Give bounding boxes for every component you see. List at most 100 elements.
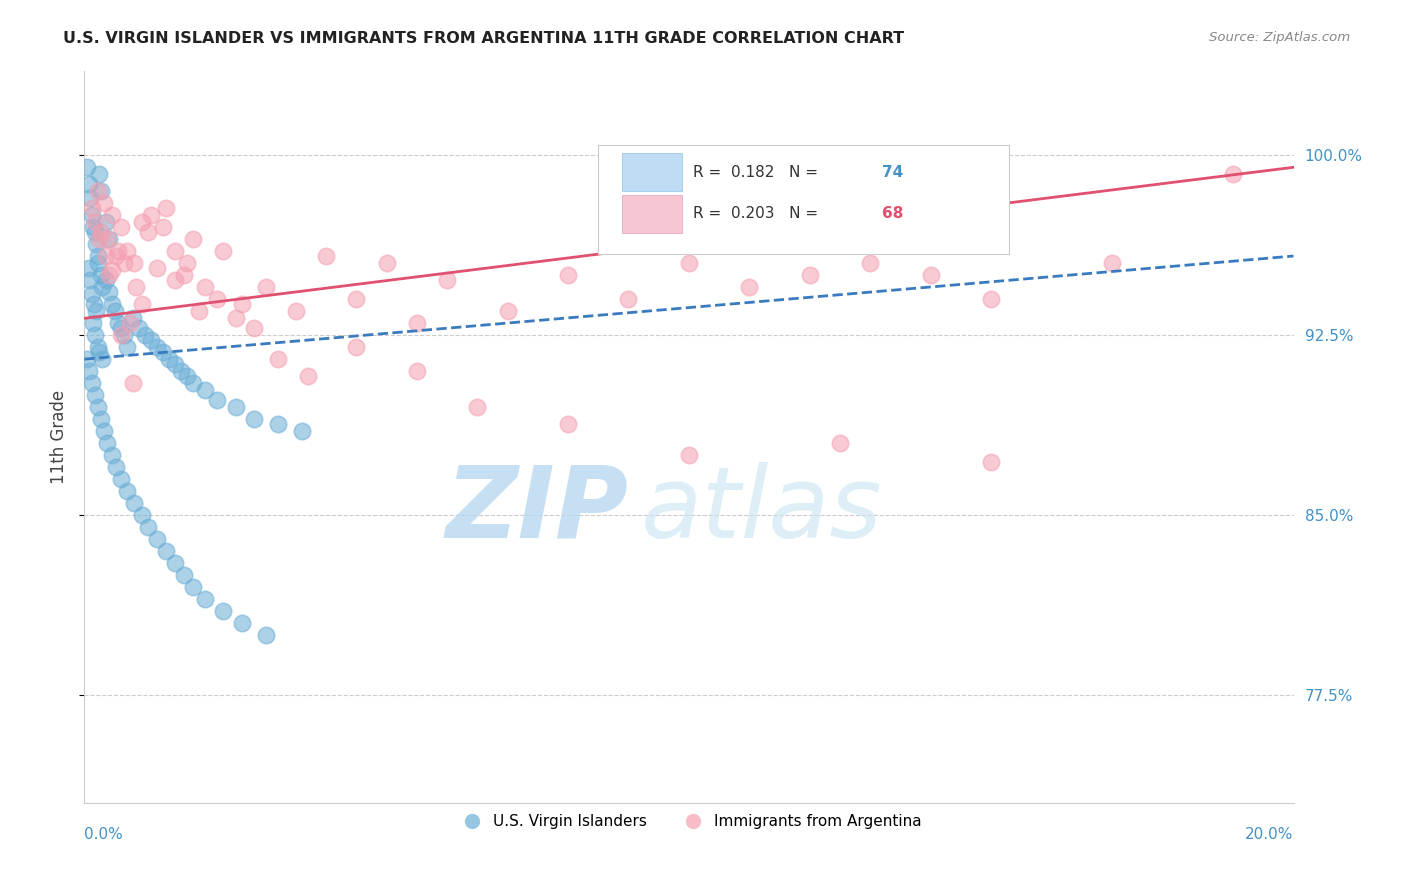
Point: [346, 292, 368, 306]
Point: [104, 249, 127, 263]
Point: [76, 161, 98, 175]
Point: [267, 417, 290, 431]
Point: [104, 304, 127, 318]
Point: [346, 340, 368, 354]
Point: [980, 292, 1002, 306]
Point: [830, 436, 852, 450]
Point: [436, 273, 458, 287]
Point: [110, 321, 132, 335]
Point: [86, 184, 108, 198]
FancyBboxPatch shape: [623, 195, 682, 233]
Point: [1101, 256, 1123, 270]
Point: [86, 340, 108, 354]
Point: [90, 268, 112, 283]
Point: [146, 340, 169, 354]
Point: [107, 244, 129, 259]
Point: [90, 225, 112, 239]
Point: [79, 273, 101, 287]
Point: [131, 297, 153, 311]
Point: [97, 232, 120, 246]
Point: [115, 483, 138, 498]
Point: [155, 201, 177, 215]
Point: [152, 220, 174, 235]
Point: [84, 215, 107, 229]
Y-axis label: 11th Grade: 11th Grade: [51, 390, 69, 484]
Text: R =  0.203   N =: R = 0.203 N =: [693, 206, 823, 221]
Point: [225, 311, 247, 326]
Point: [173, 268, 195, 283]
Point: [80, 376, 103, 391]
Point: [89, 168, 111, 182]
Point: [80, 201, 103, 215]
Point: [207, 392, 229, 407]
Point: [77, 260, 100, 275]
Point: [557, 417, 579, 431]
Text: atlas: atlas: [641, 462, 882, 558]
Point: [83, 297, 105, 311]
Point: [155, 544, 177, 558]
Point: [285, 304, 308, 318]
Point: [375, 256, 398, 270]
Point: [194, 384, 217, 398]
Point: [84, 388, 107, 402]
Point: [859, 256, 882, 270]
Point: [194, 280, 217, 294]
Point: [82, 220, 104, 235]
Point: [122, 256, 145, 270]
Text: Source: ZipAtlas.com: Source: ZipAtlas.com: [1209, 31, 1350, 45]
Point: [125, 280, 148, 294]
Point: [100, 263, 122, 277]
Point: [112, 256, 135, 270]
Point: [173, 568, 195, 582]
Point: [212, 604, 235, 618]
Point: [557, 268, 579, 283]
Point: [231, 615, 253, 630]
Text: U.S. VIRGIN ISLANDER VS IMMIGRANTS FROM ARGENTINA 11TH GRADE CORRELATION CHART: U.S. VIRGIN ISLANDER VS IMMIGRANTS FROM …: [63, 31, 904, 46]
Point: [90, 412, 112, 426]
Point: [77, 364, 100, 378]
Point: [467, 400, 489, 414]
Point: [980, 455, 1002, 469]
Point: [86, 400, 108, 414]
Point: [115, 244, 138, 259]
Point: [136, 520, 159, 534]
Point: [86, 304, 108, 318]
Point: [112, 328, 135, 343]
Point: [152, 345, 174, 359]
Point: [738, 280, 761, 294]
Point: [315, 249, 337, 263]
Point: [110, 328, 132, 343]
Point: [136, 225, 159, 239]
Point: [76, 352, 98, 367]
Point: [91, 352, 114, 367]
Point: [131, 215, 153, 229]
Point: [242, 321, 264, 335]
Point: [87, 256, 110, 270]
Point: [80, 208, 103, 222]
Text: 74: 74: [883, 165, 904, 180]
Point: [165, 556, 187, 570]
Point: [1222, 168, 1244, 182]
Point: [176, 256, 198, 270]
Point: [231, 297, 253, 311]
Point: [194, 591, 217, 606]
Point: [799, 268, 821, 283]
Point: [122, 496, 145, 510]
Point: [139, 208, 162, 222]
Point: [188, 304, 211, 318]
Point: [176, 368, 198, 383]
Point: [104, 460, 127, 475]
Point: [100, 297, 122, 311]
Point: [406, 316, 429, 330]
Point: [157, 352, 180, 367]
Point: [121, 376, 143, 391]
Point: [89, 232, 111, 246]
Point: [131, 508, 153, 522]
Point: [93, 196, 115, 211]
Point: [165, 357, 187, 371]
Point: [110, 220, 132, 235]
Point: [107, 316, 129, 330]
Point: [89, 345, 111, 359]
Point: [134, 328, 156, 343]
Point: [207, 292, 229, 306]
